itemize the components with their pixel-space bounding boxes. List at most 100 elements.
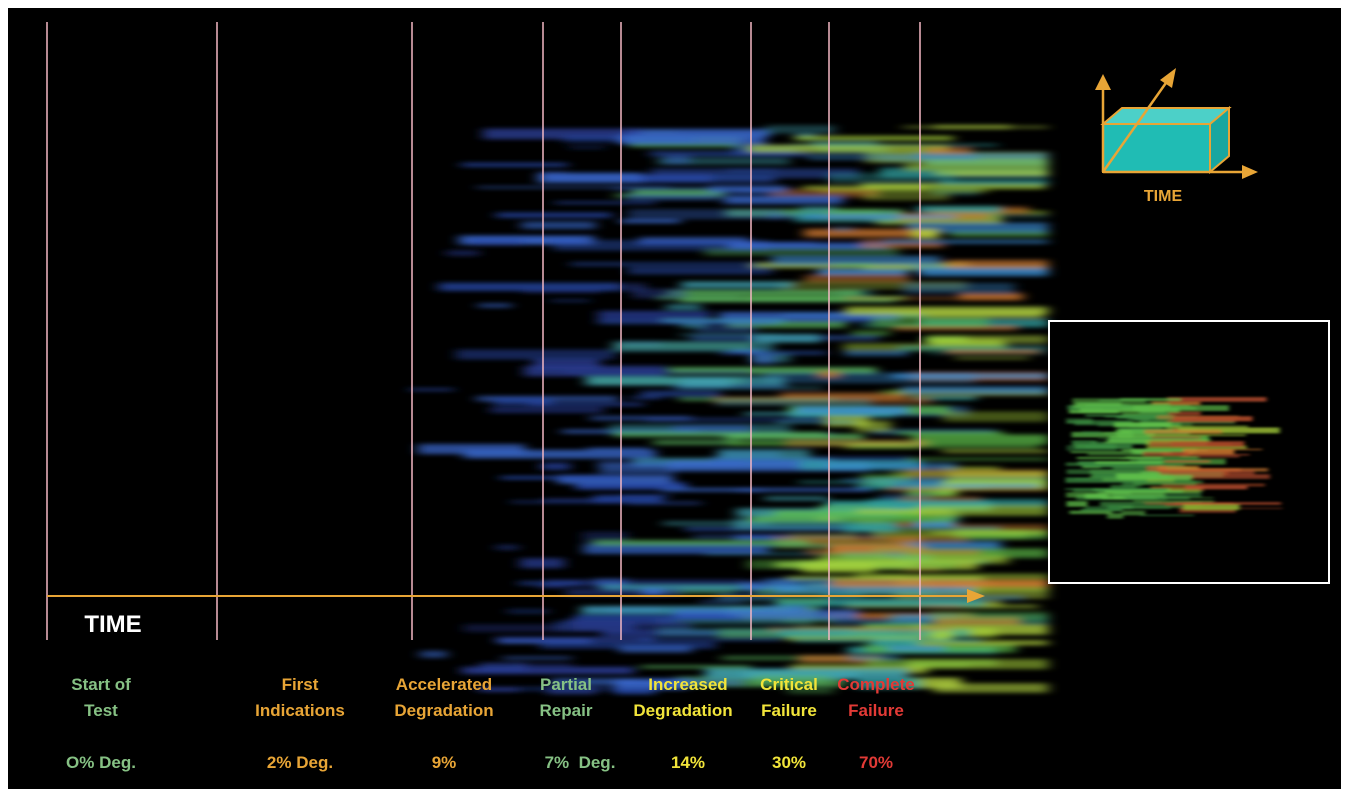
streak — [1088, 453, 1146, 455]
streak — [446, 250, 479, 256]
streak — [753, 354, 775, 364]
streak — [902, 386, 1048, 394]
streak — [802, 563, 874, 573]
streak — [1105, 490, 1184, 492]
streak — [884, 240, 1048, 243]
streak — [630, 397, 661, 399]
streak — [420, 651, 447, 658]
stage-label: Degradation — [394, 701, 493, 720]
streak — [777, 598, 829, 604]
icon-box-top — [1103, 108, 1229, 124]
streak — [894, 527, 1000, 529]
streak — [900, 496, 981, 501]
streak — [439, 283, 621, 291]
streak — [855, 421, 891, 432]
streak — [718, 449, 810, 459]
streak — [805, 215, 955, 218]
streak — [521, 221, 596, 229]
streak — [1158, 466, 1200, 470]
streak — [881, 390, 902, 394]
streak — [496, 212, 611, 217]
streak — [1173, 416, 1252, 421]
streak — [933, 683, 1048, 692]
streak — [835, 264, 874, 267]
streak — [723, 195, 843, 204]
streak — [551, 300, 590, 302]
streak — [1122, 483, 1142, 487]
streak — [1074, 444, 1132, 449]
streak — [1114, 422, 1171, 427]
streak — [409, 388, 453, 391]
stage-label: Accelerated — [396, 675, 492, 694]
streak — [668, 290, 862, 295]
degradation: 9% — [432, 753, 457, 772]
streak — [1107, 513, 1123, 518]
degradation: 2% Deg. — [267, 753, 333, 772]
streak — [519, 581, 582, 585]
streak — [943, 411, 1048, 421]
streak — [528, 403, 644, 406]
degradation: 14% — [671, 753, 705, 772]
streak — [641, 666, 751, 669]
streak — [786, 440, 929, 447]
streak — [1140, 515, 1194, 516]
streak — [1122, 511, 1145, 516]
streak — [942, 450, 1048, 452]
stage-label: Failure — [848, 701, 904, 720]
streak — [1160, 469, 1254, 475]
streak — [1082, 431, 1100, 434]
streak — [479, 663, 526, 673]
streak — [700, 600, 743, 604]
stage-label: Test — [84, 701, 118, 720]
streak — [1065, 488, 1167, 490]
streak — [729, 435, 751, 438]
streak — [827, 463, 957, 470]
streak — [863, 193, 949, 201]
streak — [612, 187, 716, 190]
stage-label: Critical — [760, 675, 818, 694]
streak — [845, 307, 1048, 315]
streak — [661, 488, 870, 491]
streak — [926, 147, 971, 154]
stage-label: Increased — [648, 675, 727, 694]
streak — [828, 173, 954, 183]
streak — [537, 585, 565, 588]
streak — [641, 391, 721, 397]
streak — [716, 399, 871, 406]
streak — [1149, 441, 1243, 447]
streak — [620, 219, 681, 223]
streak — [619, 135, 766, 144]
streak — [1123, 497, 1188, 498]
streak — [1184, 502, 1281, 505]
streak — [832, 227, 852, 232]
streak — [844, 350, 907, 356]
streak — [503, 656, 572, 659]
streak — [805, 275, 909, 283]
streak — [632, 289, 686, 299]
streak — [709, 186, 788, 193]
streak — [541, 463, 570, 471]
streak — [612, 341, 773, 352]
stage-label: Start of — [71, 675, 131, 694]
streak — [758, 579, 795, 586]
streak — [681, 281, 793, 288]
streak — [765, 496, 828, 500]
streak — [478, 303, 511, 307]
streak — [677, 387, 823, 390]
streak — [888, 646, 944, 651]
degradation: 30% — [772, 753, 806, 772]
streak — [912, 434, 1048, 444]
stage-label: Complete — [837, 675, 914, 694]
streak — [593, 540, 808, 545]
streak — [905, 163, 1048, 170]
streak — [621, 494, 672, 497]
streak — [1126, 456, 1199, 458]
streak — [940, 180, 1048, 185]
streak — [628, 209, 783, 219]
streak — [752, 334, 821, 343]
page: TIME TIME Start of Test O% Deg. First In… — [0, 0, 1349, 797]
streak — [1141, 412, 1171, 414]
streak — [744, 412, 832, 415]
streak — [766, 125, 835, 133]
streak — [1133, 405, 1229, 411]
